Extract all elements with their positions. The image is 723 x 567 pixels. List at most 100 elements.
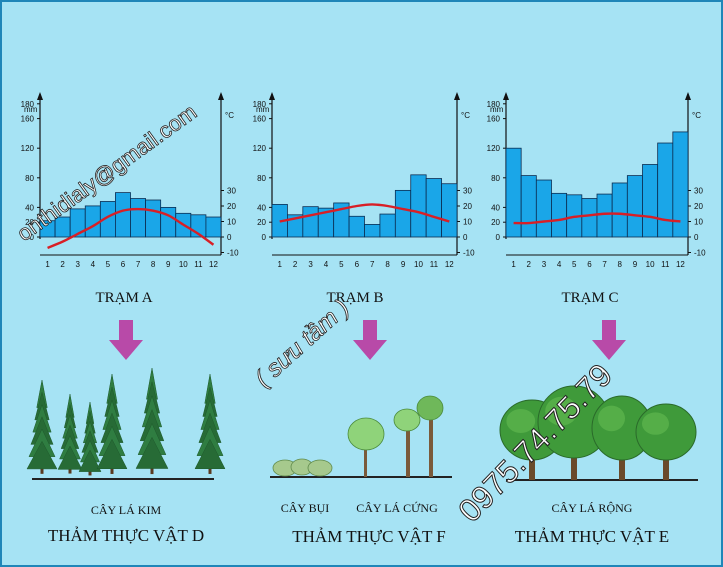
month-label: 7 <box>370 260 375 269</box>
conifer-tree <box>194 373 226 474</box>
left-tick-label: 120 <box>21 144 35 153</box>
vegetation-group-label: THẢM THỰC VẬT D <box>48 526 204 545</box>
down-arrow <box>353 320 387 360</box>
precip-bar-3 <box>535 179 552 238</box>
right-axis-arrow <box>454 92 460 100</box>
left-tick-label: 160 <box>487 115 501 124</box>
precip-bar-7 <box>130 198 146 238</box>
month-label: 10 <box>414 260 423 269</box>
right-tick-label: 10 <box>463 218 472 227</box>
left-tick-label: 80 <box>257 174 266 183</box>
month-label: 3 <box>75 260 80 269</box>
trunk <box>429 410 433 477</box>
precip-bar-10 <box>642 164 659 238</box>
precip-bar-4 <box>551 192 568 238</box>
left-tick-label: 120 <box>487 144 501 153</box>
month-label: 3 <box>308 260 313 269</box>
right-tick-label: 20 <box>694 202 703 211</box>
precip-bar-12 <box>205 216 222 238</box>
month-label: 4 <box>91 260 96 269</box>
precip-bar-6 <box>348 215 365 238</box>
broadleaf-crown <box>635 403 697 461</box>
shrub <box>307 459 333 477</box>
month-label: 2 <box>60 260 65 269</box>
right-tick-label: 30 <box>694 187 703 196</box>
precip-bar-2 <box>520 175 537 238</box>
left-tick-label: 180 <box>21 100 35 109</box>
foliage-layer <box>26 440 58 470</box>
conifer-tree <box>96 373 128 474</box>
month-label: 7 <box>136 260 141 269</box>
vegetation-d <box>26 367 226 480</box>
y-axis-unit-mm: mm <box>490 105 504 114</box>
trunk <box>663 442 669 480</box>
vegetation-e <box>499 385 698 481</box>
precip-bar-7 <box>596 193 613 238</box>
station-title: TRẠM A <box>95 290 152 306</box>
left-tick-label: 0 <box>496 233 501 242</box>
hard-leaf-crown <box>393 408 421 432</box>
down-arrow <box>592 320 626 360</box>
down-arrow <box>109 320 143 360</box>
month-label: 8 <box>385 260 390 269</box>
vegetation-type-label: CÂY BỤI <box>281 501 330 515</box>
precip-bar-9 <box>394 189 412 238</box>
temperature-line <box>47 207 215 249</box>
crown-highlight <box>545 396 578 426</box>
station-title: TRẠM B <box>326 290 383 306</box>
y-axis-unit-c: °C <box>461 111 470 120</box>
precip-bar-11 <box>425 178 442 238</box>
left-tick-label: 0 <box>30 233 35 242</box>
temperature-line <box>513 212 681 225</box>
right-tick-label: 20 <box>227 202 236 211</box>
foliage-layer <box>96 438 128 469</box>
precip-bar-6 <box>581 198 598 238</box>
month-label: 12 <box>209 260 218 269</box>
left-tick-label: 20 <box>25 218 34 227</box>
precip-bar-9 <box>160 206 177 238</box>
conifer-tree <box>57 393 83 474</box>
precip-bar-8 <box>379 213 396 238</box>
left-axis-arrow <box>503 92 509 100</box>
right-tick-label: 0 <box>694 233 699 242</box>
left-tick-label: 180 <box>253 100 267 109</box>
left-tick-label: 80 <box>491 174 500 183</box>
precip-bar-11 <box>657 142 674 238</box>
vegetation-type-label: CÂY LÁ KIM <box>91 503 162 517</box>
right-tick-label: 0 <box>463 233 468 242</box>
month-label: 11 <box>430 260 439 269</box>
left-axis-arrow <box>37 92 43 100</box>
foliage-layer <box>135 436 169 469</box>
conifer-tree <box>78 401 102 476</box>
month-label: 5 <box>572 260 577 269</box>
left-tick-label: 160 <box>253 115 267 124</box>
month-label: 2 <box>293 260 298 269</box>
month-label: 3 <box>542 260 547 269</box>
right-tick-label: 30 <box>463 187 472 196</box>
left-tick-label: 160 <box>21 115 35 124</box>
precip-bar-7 <box>364 224 381 238</box>
precip-bar-9 <box>626 175 643 238</box>
month-label: 12 <box>676 260 685 269</box>
precip-bar-6 <box>115 192 131 238</box>
month-label: 6 <box>355 260 360 269</box>
month-label: 5 <box>106 260 111 269</box>
month-label: 9 <box>401 260 406 269</box>
precip-bar-8 <box>145 199 162 238</box>
precip-bar-12 <box>441 183 458 238</box>
right-axis-arrow <box>685 92 691 100</box>
month-label: 1 <box>511 260 516 269</box>
left-tick-label: 80 <box>25 174 34 183</box>
right-tick-label: 10 <box>694 218 703 227</box>
month-label: 8 <box>618 260 623 269</box>
vegetation-type-label: CÂY LÁ CỨNG <box>356 501 438 515</box>
y-axis-unit-c: °C <box>692 111 701 120</box>
foliage-layer <box>194 438 226 469</box>
left-tick-label: 180 <box>487 100 501 109</box>
left-tick-label: 40 <box>25 203 34 212</box>
vegetation-group-label: THẢM THỰC VẬT F <box>292 527 445 546</box>
